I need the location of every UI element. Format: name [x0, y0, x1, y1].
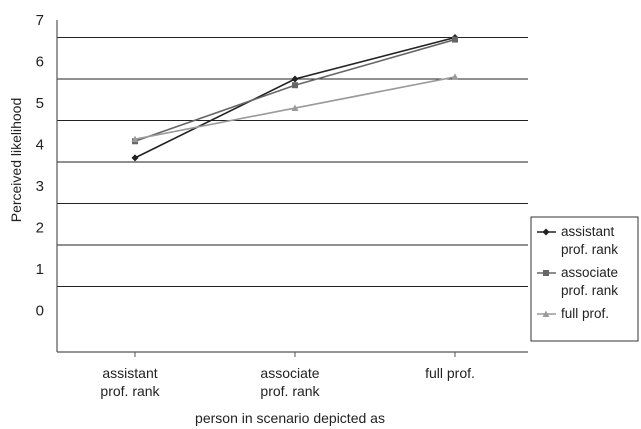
legend-label: assistant: [561, 224, 615, 239]
legend-marker-1: [543, 270, 549, 276]
legend-entry-0: assistant prof. rank: [537, 224, 618, 257]
legend-marker-2: [542, 310, 550, 317]
x-category-label: prof. rank: [100, 383, 160, 399]
legend-entry-2: full prof.: [537, 306, 609, 321]
series-line-0: [134, 36, 456, 159]
series-lines: [131, 34, 459, 162]
y-tick-labels: 0 1 2 3 4 5 6 7: [36, 12, 44, 320]
data-point: [131, 135, 139, 143]
y-tick-label-1: 1: [36, 261, 44, 278]
y-tick-label-2: 2: [36, 220, 44, 237]
data-point: [291, 104, 299, 112]
gridlines: [57, 36, 528, 288]
y-tick-label-0: 0: [36, 303, 44, 320]
x-category-label: assistant: [102, 365, 157, 381]
data-point: [451, 73, 459, 80]
y-axis-title: Perceived likelihood: [8, 98, 24, 223]
x-axis-title: person in scenario depicted as: [195, 410, 385, 426]
y-tick-label-7: 7: [36, 12, 44, 29]
x-category-label: full prof.: [425, 365, 475, 381]
legend-label: associate: [561, 265, 618, 280]
data-point: [452, 36, 458, 43]
y-tick-label-6: 6: [36, 54, 44, 71]
y-tick-label-4: 4: [36, 137, 44, 154]
legend-entry-1: associate prof. rank: [537, 265, 618, 298]
series-line-1: [134, 38, 456, 143]
legend-label: full prof.: [561, 306, 609, 321]
data-point: [291, 75, 299, 83]
legend-box: [530, 216, 639, 342]
legend-marker-0: [542, 228, 550, 236]
y-tick-label-3: 3: [36, 178, 44, 195]
series-2: [131, 73, 459, 143]
legend: assistant prof. rank associate prof. rank fu…: [530, 216, 639, 342]
legend-label: prof. rank: [561, 242, 618, 257]
data-point: [292, 82, 298, 89]
data-point: [131, 154, 139, 162]
x-category-label: associate: [260, 365, 319, 381]
axes: [56, 20, 528, 353]
x-category-label: prof. rank: [260, 383, 320, 399]
y-tick-label-5: 5: [36, 95, 44, 112]
series-1: [132, 36, 458, 145]
legend-label: prof. rank: [561, 283, 618, 298]
x-category-labels: assistant prof. rank associate prof. rank fu…: [100, 352, 475, 399]
legend-entries: assistant prof. rank associate prof. rank fu…: [537, 224, 618, 321]
